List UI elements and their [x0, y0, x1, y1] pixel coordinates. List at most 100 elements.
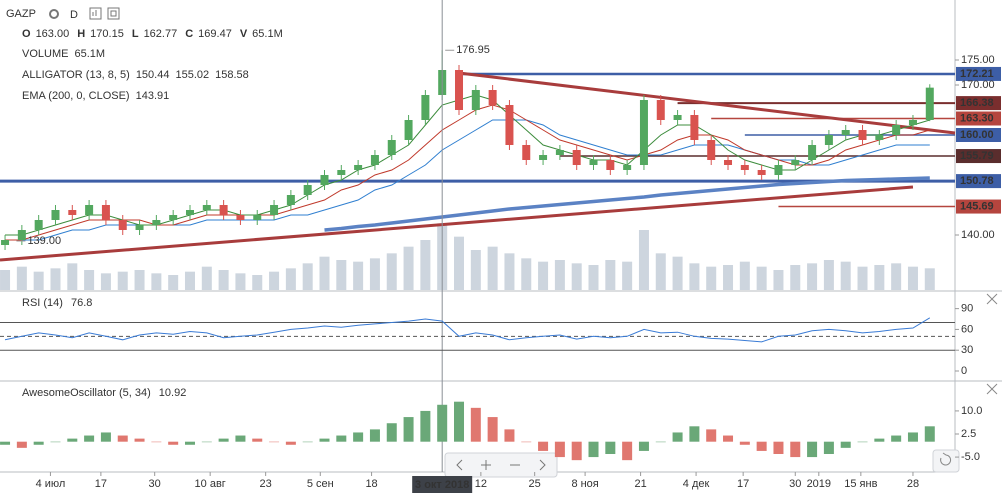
- candle-body: [354, 165, 363, 170]
- ohlc-value: 163.00: [36, 28, 70, 40]
- volume-bar: [168, 275, 179, 290]
- x-tick-label: 17: [95, 478, 107, 490]
- price-label-box: [956, 128, 1001, 142]
- rsi-line: [4, 317, 931, 343]
- scroll-right[interactable]: [539, 459, 546, 471]
- volume-bar: [0, 270, 11, 290]
- volume-bar: [723, 265, 734, 290]
- x-tick-label: 4 июл: [36, 478, 66, 490]
- ao-bar: [504, 429, 515, 442]
- candle-body: [656, 100, 665, 120]
- volume-bar: [50, 268, 61, 290]
- zoom-toolbar: [444, 452, 558, 478]
- candle-body: [135, 225, 144, 230]
- interval: D: [70, 9, 78, 21]
- close-ao-icon[interactable]: [986, 383, 998, 395]
- volume-bar: [504, 253, 515, 290]
- x-tick-label: 30: [149, 478, 161, 490]
- ao-bar: [907, 432, 918, 442]
- volume-bar: [16, 266, 27, 290]
- volume-bar: [924, 268, 935, 290]
- candle-body: [68, 210, 77, 215]
- ao-bar: [454, 401, 465, 442]
- candle-body: [270, 205, 279, 215]
- panel-title: RSI (14): [22, 297, 63, 309]
- volume-bar: [100, 273, 111, 290]
- ohlc-key: L: [132, 28, 139, 40]
- ohlc-value: 169.47: [198, 28, 232, 40]
- candle-body: [824, 135, 833, 145]
- x-tick-label: 28: [907, 478, 919, 490]
- x-tick-label: 2019: [807, 478, 831, 490]
- volume-bar: [907, 266, 918, 290]
- volume-bar: [184, 271, 195, 290]
- compare-icon[interactable]: [89, 7, 102, 20]
- ao-bar: [151, 441, 162, 443]
- candle-body: [387, 140, 396, 155]
- ao-bar: [638, 441, 649, 451]
- volume-bar: [756, 266, 767, 290]
- zoom-in[interactable]: [481, 460, 491, 470]
- x-tick-label: 25: [529, 478, 541, 490]
- ohlc-value: 65.1M: [252, 28, 283, 40]
- volume-bar: [285, 268, 296, 290]
- reset-button[interactable]: [932, 449, 960, 473]
- volume-bar: [470, 250, 481, 290]
- volume-bar: [319, 256, 330, 290]
- ao-bar: [67, 438, 78, 442]
- ohlc-value: 170.15: [90, 28, 124, 40]
- price-label-box: [956, 96, 1001, 111]
- ao-bar: [891, 435, 902, 442]
- candle-body: [808, 145, 817, 160]
- candle-body: [51, 210, 60, 220]
- x-tick-label: 12: [475, 478, 487, 490]
- candle-body: [875, 135, 884, 140]
- close-rsi-icon[interactable]: [986, 293, 998, 305]
- volume-bar: [706, 266, 717, 290]
- volume-bar: [689, 263, 700, 290]
- price-label-box: [956, 149, 1001, 164]
- volume-bar: [538, 261, 549, 290]
- candle-body: [488, 90, 497, 105]
- ao-bar: [336, 435, 347, 442]
- ao-bar: [521, 441, 532, 443]
- x-tick-label: 23: [260, 478, 272, 490]
- x-tick-label: 21: [634, 478, 646, 490]
- x-tick-label: 18: [365, 478, 377, 490]
- trend-line: [458, 71, 956, 135]
- annotation: 139.00: [27, 235, 61, 247]
- y-tick-label: 170.00: [961, 79, 995, 91]
- volume-bar: [269, 271, 280, 290]
- ao-bar: [33, 441, 44, 445]
- candle-body: [740, 165, 749, 170]
- ao-bar: [571, 441, 582, 461]
- ao-bar: [134, 438, 145, 442]
- ao-bar: [403, 417, 414, 442]
- settings-icon[interactable]: [49, 9, 59, 19]
- volume-bar: [353, 261, 364, 290]
- ao-bar: [16, 441, 27, 448]
- candle-body: [623, 165, 632, 170]
- candle-body: [858, 130, 867, 140]
- candle-body: [253, 215, 262, 220]
- price-label: 155.79: [960, 150, 994, 162]
- volume-bar: [420, 240, 431, 290]
- volume-bar: [134, 270, 145, 290]
- volume-bar: [554, 260, 565, 290]
- ao-bar: [353, 432, 364, 442]
- candle-body: [1, 240, 10, 245]
- fullscreen-icon[interactable]: [107, 7, 120, 20]
- candle-body: [724, 160, 733, 165]
- ao-bar: [622, 441, 633, 461]
- panel-value: 10.92: [159, 387, 187, 399]
- candle-body: [539, 155, 548, 160]
- volume-bar: [67, 263, 78, 290]
- candle-body: [606, 160, 615, 170]
- ao-bar: [840, 441, 851, 448]
- ao-bar: [790, 441, 801, 458]
- candle-body: [17, 230, 26, 240]
- ao-bar: [386, 423, 397, 442]
- ao-bar: [50, 441, 61, 443]
- scroll-left[interactable]: [456, 459, 463, 471]
- y-tick-label: 2.5: [961, 428, 976, 440]
